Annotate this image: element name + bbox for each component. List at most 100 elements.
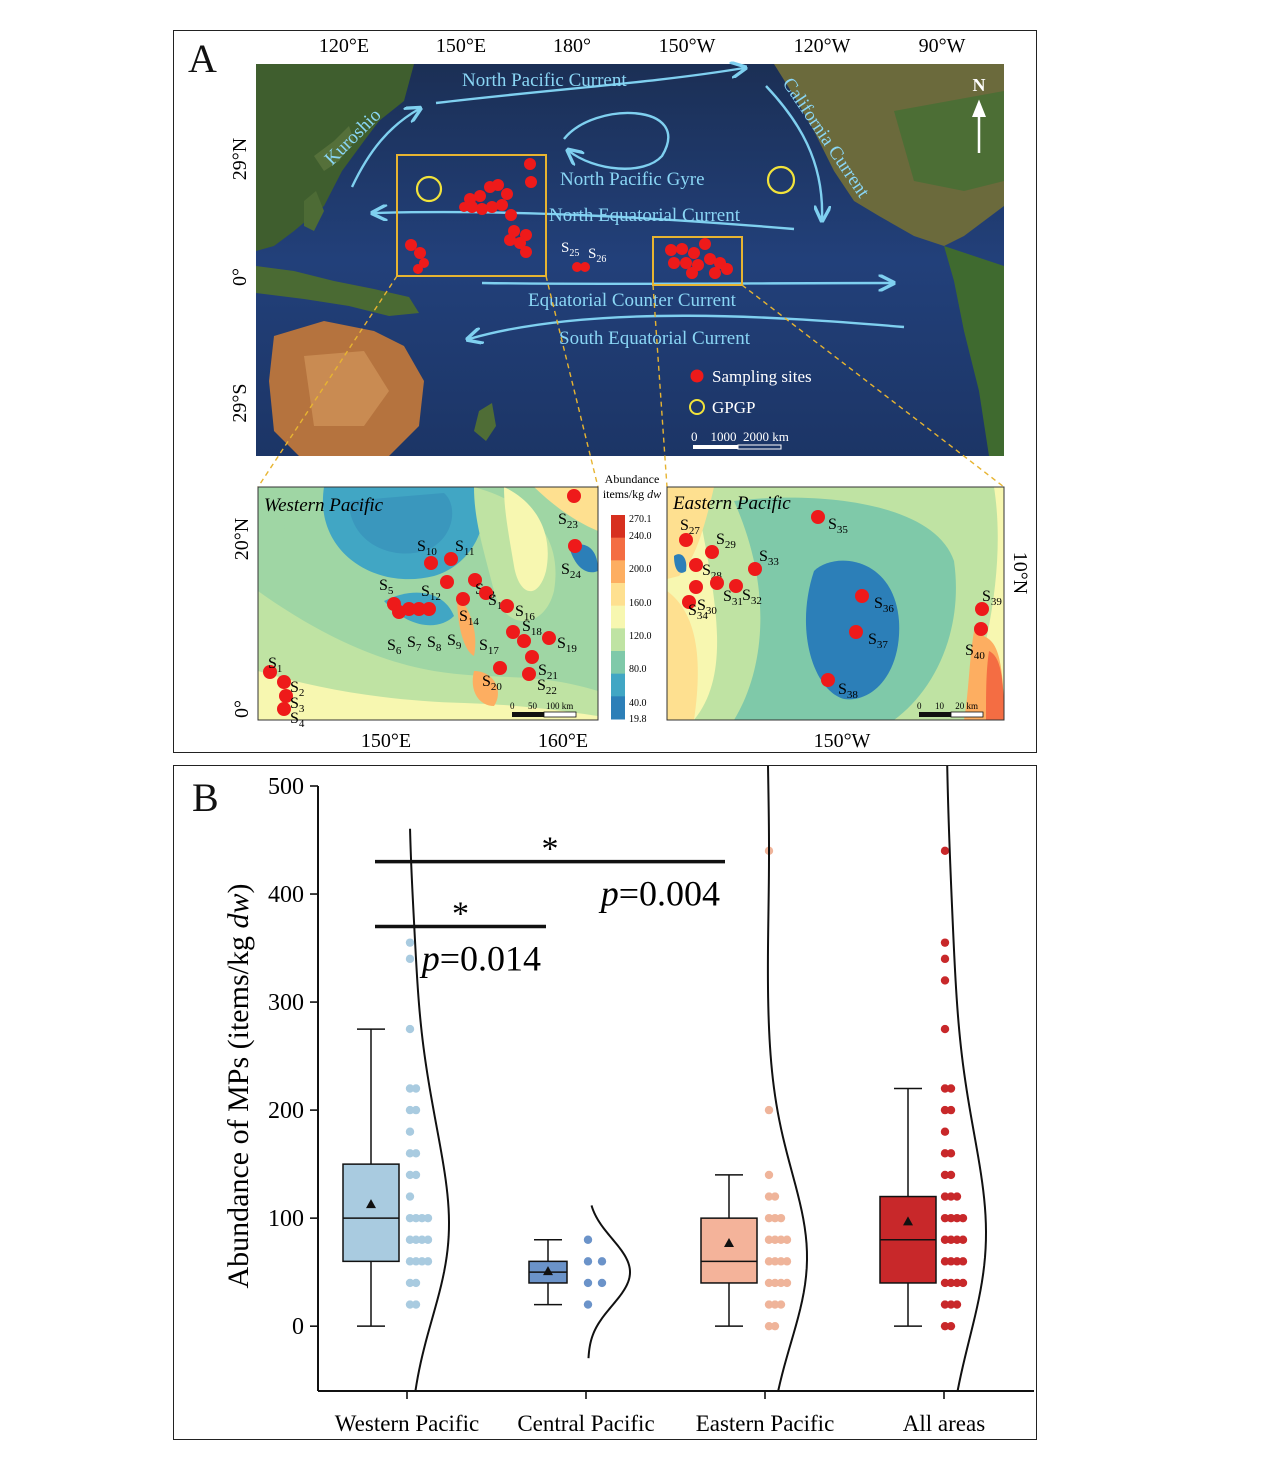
box-mean-marker [366,1199,376,1209]
data-point [770,1300,780,1309]
abundance-boxplot: 0 100 200 300 400 500 Western Pacific Central P… [222,766,1034,1436]
data-point [952,1213,962,1223]
data-point [940,1127,950,1136]
tick-150e: 150°E [436,35,486,57]
data-point [417,1235,427,1244]
eastern-site-marker [811,510,825,524]
western-site-marker [567,489,581,503]
western-site-marker [424,556,438,570]
north-pacific-gyre-label: North Pacific Gyre [560,169,705,190]
data-point [770,1213,780,1223]
eastern-site-marker [689,558,703,572]
colorbar-tick: 120.0 [629,631,652,642]
tick-0: 0° [229,268,251,286]
data-point [583,1235,593,1244]
eastern-scale: 0 10 20 km [917,701,984,718]
box-mean-marker [903,1216,913,1226]
data-point [411,1084,421,1093]
density-curve-all [946,766,988,1392]
map-top-ticks: 120°E 150°E 180° 150°W 120°W 90°W [319,35,966,57]
data-point [583,1257,593,1266]
colorbar-title: Abundance [605,472,660,486]
map-scale-bar-filled [693,445,738,449]
data-point [770,1235,780,1244]
data-point [782,1278,792,1288]
eastern-study-box [652,236,743,286]
data-point [940,1257,950,1266]
north-pacific-current-arrow [435,68,744,105]
data-point [597,1278,607,1288]
data-point [405,1300,415,1309]
y-tick-label: 0 [292,1314,304,1340]
data-point [958,1278,968,1288]
legend-gpgp-marker [689,399,705,415]
philippines-landmass [304,191,324,231]
data-point [958,1235,968,1244]
south-equatorial-current-arrow [469,314,905,339]
panel-b-letter: B [192,775,219,820]
data-point [940,1213,950,1223]
y-tick-label: 400 [268,882,304,908]
data-point [405,1084,415,1093]
data-point [946,1235,956,1244]
data-point [782,1235,792,1244]
data-point [946,1300,956,1309]
data-point [946,1105,956,1115]
data-point [946,1170,956,1180]
box-central [528,1239,568,1306]
data-point [940,938,950,947]
box-eastern [700,1174,758,1327]
data-point [411,1213,421,1223]
ocean-currents [350,68,905,339]
japan-landmass [314,126,354,171]
data-point [405,1024,415,1034]
data-point [764,1192,774,1201]
western-site-marker [522,667,536,681]
western-site-marker [444,552,458,566]
eastern-site-marker [679,533,693,547]
gyre-arrow [563,111,670,170]
panel-a-letter: A [188,36,217,81]
eastern-inset-frame [666,486,1005,721]
california-current-arrow [765,85,822,219]
x-tick-label: Central Pacific [517,1411,654,1436]
data-point [405,954,415,964]
significance-star: * [542,831,559,868]
data-point [405,1192,415,1201]
svg-text:160°E: 160°E [538,730,588,752]
eastern-site-marker [821,673,835,687]
y-tick-label: 100 [268,1206,304,1232]
data-point [423,1257,433,1266]
data-point [583,1278,593,1288]
svg-text:10°N: 10°N [1009,552,1031,594]
significance-star: * [452,895,469,932]
tick-90w: 90°W [919,35,966,57]
data-point [770,1192,780,1201]
western-site-marker [517,634,531,648]
new-guinea-landmass [256,266,419,316]
svg-text:0°: 0° [231,700,253,718]
box-iqr [342,1163,400,1263]
eastern-site-marker [748,562,762,576]
data-point [411,1278,421,1288]
data-point [946,1257,956,1266]
north-equatorial-current-label: North Equatorial Current [549,205,741,226]
svg-text:S26: S26 [588,246,606,265]
data-point [405,1278,415,1288]
data-point [940,1321,950,1331]
colorbar-unit: items/kg dw [603,487,661,501]
svg-text:0 10 20 km: 0 10 20 km [917,701,978,711]
western-site-marker [479,586,493,600]
svg-text:20°N: 20°N [231,518,253,560]
data-point [764,1235,774,1244]
box-western [342,1028,400,1327]
abundance-colorbar: Abundance items/kg dw 270.1 240.0 200.0 160… [603,472,661,725]
eastern-site-marker [855,589,869,603]
south-equatorial-current-label: South Equatorial Current [559,328,751,349]
legend-sites-label: Sampling sites [712,367,812,386]
zoom-lines [257,275,1005,488]
data-point [952,1257,962,1266]
eastern-site-marker [974,622,988,636]
data-point [405,1235,415,1244]
svg-text:0 50 100 km: 0 50 100 km [510,701,573,711]
